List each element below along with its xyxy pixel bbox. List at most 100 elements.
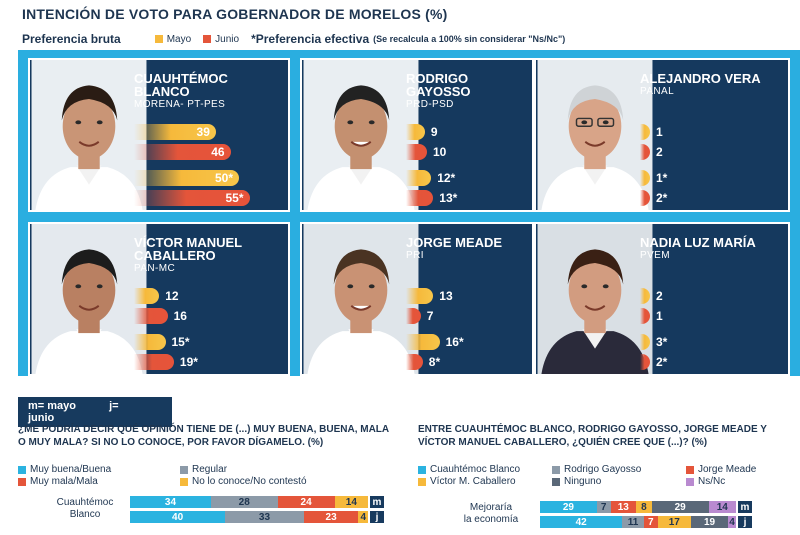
vote-bar-label: 9 [430, 125, 438, 139]
mj-legend: m= mayo j= junio [18, 397, 172, 427]
stacked-segment: 23 [303, 511, 359, 523]
stacked-segment: 24 [277, 496, 335, 508]
legend-item: No lo conoce/No contestó [180, 476, 307, 487]
stacked-segment: 4 [728, 516, 736, 528]
vote-bar [406, 144, 427, 160]
economy-question: ENTRE CUAUHTÉMOC BLANCO, RODRIGO GAYOSSO… [418, 424, 767, 448]
vote-bar: 39 [134, 124, 216, 140]
vote-bar [640, 190, 650, 206]
vote-bar-label: 2* [656, 191, 668, 205]
legend-label: Muy mala/Mala [30, 476, 98, 487]
vote-bar [406, 124, 425, 140]
vote-bar-label: 13* [439, 191, 458, 205]
stacked-segment: 8 [636, 501, 652, 513]
candidate-name: RODRIGO GAYOSSO [406, 71, 471, 99]
vote-bar [640, 170, 650, 186]
legend-item: Muy buena/Buena [18, 464, 111, 475]
stacked-segment: 11 [622, 516, 644, 528]
legend-swatch [552, 477, 560, 486]
vote-bar: 55* [134, 190, 250, 206]
vote-bar [134, 334, 166, 350]
legend-label: Muy buena/Buena [30, 464, 112, 475]
vote-bar: 46 [134, 144, 231, 160]
top-legend: Preferencia bruta Mayo Junio *Preferenci… [22, 32, 565, 46]
legend-label: Ns/Nc [698, 476, 726, 487]
legend-efectiva-note: (Se recalcula a 100% sin considerar "Ns/… [373, 34, 566, 44]
legend-item: Ninguno [552, 476, 601, 487]
row-label: Mejoraría la economía [463, 502, 519, 525]
vote-bar-label: 2 [656, 289, 663, 303]
legend-item: Rodrigo Gayosso [552, 464, 641, 475]
candidate-name: JORGE MEADE [406, 235, 503, 250]
candidate-party: MORENA- PT-PES [134, 99, 226, 110]
candidate-party: PAN-MC [134, 263, 176, 274]
vote-bar-label: 19* [179, 355, 198, 369]
vote-bar-label: 2 [656, 145, 663, 159]
series-tag: m [738, 501, 752, 513]
legend-item: Ns/Nc [686, 476, 725, 487]
vote-bar-label: 16 [173, 309, 187, 323]
stacked-segment: 7 [643, 516, 658, 528]
stacked-segment: 29 [540, 501, 597, 513]
mj-legend-m: m= mayo [28, 400, 76, 412]
legend-item: Jorge Meade [686, 464, 756, 475]
legend-mayo-swatch [154, 35, 163, 43]
row-label: Cuauhtémoc Blanco [56, 497, 114, 520]
legend-efectiva: *Preferencia efectiva [251, 32, 370, 46]
vote-bar [406, 288, 434, 304]
candidate-party: PANAL [640, 86, 675, 97]
vote-bar-label: 16* [445, 335, 464, 349]
candidate-photo [303, 60, 419, 210]
legend-swatch [18, 465, 26, 474]
legend-mayo: Mayo [154, 34, 191, 45]
stacked-segment: 40 [130, 511, 226, 523]
candidate-card: JORGE MEADE PRI 13 7 16* 8* [300, 222, 534, 376]
candidate-photo [31, 60, 147, 210]
candidate-party: PVEM [640, 250, 670, 261]
mj-legend-j: j= junio [28, 400, 119, 424]
vote-bar-label: 12 [165, 289, 179, 303]
legend-item: Muy mala/Mala [18, 476, 98, 487]
series-tag: j [370, 511, 384, 523]
vote-bar-label: 10 [433, 145, 447, 159]
candidate-party: PRI [406, 250, 424, 261]
candidate-photo [537, 60, 653, 210]
vote-bar-label: 55* [225, 191, 244, 205]
stacked-segment: 13 [610, 501, 637, 513]
series-tag: j [738, 516, 752, 528]
legend-item: Víctor M. Caballero [418, 476, 516, 487]
vote-bar-label: 46 [211, 145, 225, 159]
vote-bar: 50* [134, 170, 239, 186]
legend-swatch [686, 477, 694, 486]
candidate-name: VÍCTOR MANUEL CABALLERO [134, 235, 243, 263]
vote-bar [640, 144, 650, 160]
vote-bar-label: 1 [656, 125, 663, 139]
candidate-name: CUAUHTÉMOC BLANCO [134, 71, 228, 99]
vote-bar-label: 8* [428, 355, 441, 369]
candidate-card: RODRIGO GAYOSSO PRD-PSD 9 10 12* 13* [300, 58, 534, 212]
legend-item: Regular [180, 464, 227, 475]
vote-bar-label: 1* [656, 171, 668, 185]
vote-bar [134, 308, 168, 324]
vote-bar-label: 2* [656, 355, 668, 369]
candidate-name: ALEJANDRO VERA [640, 71, 761, 86]
legend-swatch [418, 465, 426, 474]
legend-label: Ninguno [564, 476, 602, 487]
legend-swatch [686, 465, 694, 474]
legend-junio: Junio [203, 34, 239, 45]
stacked-segment: 14 [334, 496, 368, 508]
vote-bar [406, 334, 440, 350]
stacked-segment: 19 [690, 516, 729, 528]
opinion-question: ¿ME PODRÍA DECIR QUÉ OPINIÓN TIENE DE (.… [18, 424, 389, 448]
candidate-card: VÍCTOR MANUEL CABALLERO PAN-MC 12 16 15* 19* [28, 222, 290, 376]
legend-bruta: Preferencia bruta [22, 32, 121, 46]
vote-bar [134, 354, 174, 370]
stacked-segment: 4 [358, 511, 368, 523]
legend-swatch [18, 477, 26, 486]
candidates-panel: CUAUHTÉMOC BLANCO MORENA- PT-PES 39 46 50* 55… [18, 50, 800, 376]
vote-bar-label: 15* [171, 335, 190, 349]
legend-item: Cuauhtémoc Blanco [418, 464, 520, 475]
vote-bar-label: 50* [214, 171, 233, 185]
legend-label: Regular [192, 464, 228, 475]
legend-label: Jorge Meade [698, 464, 757, 475]
